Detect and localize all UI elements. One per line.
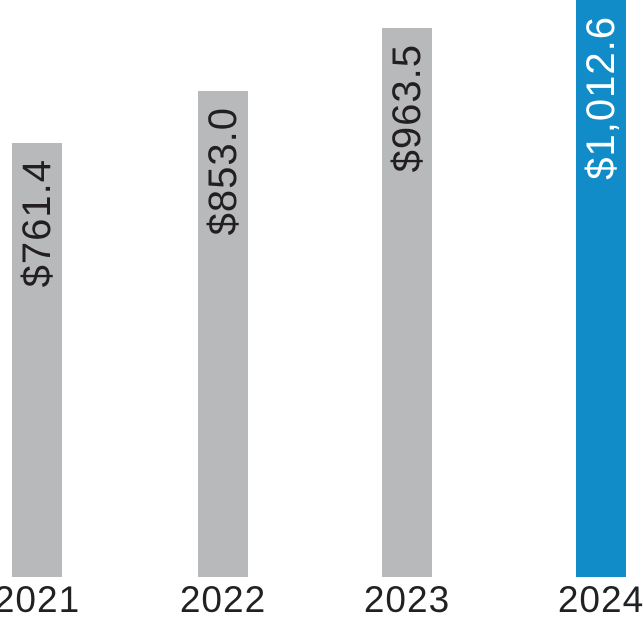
bar-value-wrap: $761.4 [12, 159, 62, 287]
x-axis-label-2021: 2021 [0, 579, 81, 620]
x-axis-label-2023: 2023 [363, 579, 451, 620]
bar-value-label-2024: $1,012.6 [579, 16, 623, 180]
x-axis-label-2022: 2022 [179, 579, 267, 620]
bar-value-label-2021: $761.4 [15, 159, 59, 288]
bar-group-2021: $761.4 2021 [0, 143, 79, 618]
bar-2023: $963.5 [382, 28, 432, 577]
bar-value-label-2023: $963.5 [385, 44, 429, 173]
bar-2024: $1,012.6 [576, 0, 626, 577]
x-axis-label-2024: 2024 [557, 579, 643, 620]
bar-2022: $853.0 [198, 91, 248, 577]
bar-group-2024: $1,012.6 2024 [558, 0, 643, 618]
bar-2021: $761.4 [12, 143, 62, 577]
bar-group-2022: $853.0 2022 [180, 91, 265, 618]
bar-value-wrap: $853.0 [198, 107, 248, 235]
bar-value-wrap: $1,012.6 [576, 16, 626, 180]
bar-value-wrap: $963.5 [382, 44, 432, 172]
bar-group-2023: $963.5 2023 [364, 28, 449, 618]
bar-value-label-2022: $853.0 [201, 107, 245, 236]
